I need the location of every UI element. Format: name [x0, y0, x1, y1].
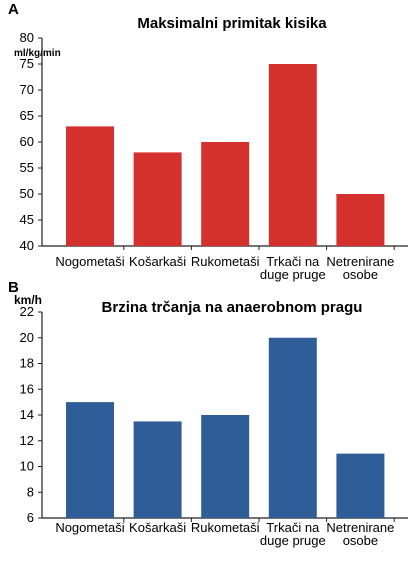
- y-tick-label: 12: [20, 433, 34, 448]
- chart-panel-a: A Maksimalni primitak kisika ml/kg/min 40 45…: [8, 1, 408, 282]
- y-tick-label: 40: [20, 238, 34, 253]
- panel-label: B: [8, 279, 19, 296]
- bar: [336, 194, 385, 246]
- chart-title: Maksimalni primitak kisika: [137, 15, 327, 32]
- bar: [66, 402, 114, 518]
- bar: [133, 421, 182, 518]
- bar: [201, 415, 250, 518]
- y-tick-label: 50: [20, 186, 34, 201]
- x-tick-label: Košarkaši: [129, 520, 186, 535]
- y-tick-label: 80: [20, 30, 34, 45]
- y-tick-label: 20: [20, 330, 34, 345]
- y-axis-label: ml/kg/min: [14, 48, 61, 59]
- x-tick-label: Trkači na duge pruge: [260, 520, 326, 548]
- y-tick-label: 16: [20, 381, 34, 396]
- y-tick-label: 60: [20, 134, 34, 149]
- y-tick-label: 55: [20, 160, 34, 175]
- chart-title: Brzina trčanja na anaerobnom pragu: [102, 299, 363, 316]
- y-tick-label: 14: [20, 407, 34, 422]
- y-axis-label: km/h: [14, 293, 42, 307]
- y-tick-label: 45: [20, 212, 34, 227]
- y-tick-label: 65: [20, 108, 34, 123]
- bar: [268, 64, 317, 246]
- x-tick-label: Nogometaši: [55, 520, 124, 535]
- x-tick-label: Trkači na duge pruge: [260, 254, 326, 282]
- x-tick-label: Netrenirane osobe: [326, 254, 394, 282]
- y-tick-label: 70: [20, 82, 34, 97]
- bar: [336, 453, 385, 518]
- y-tick-label: 10: [20, 459, 34, 474]
- x-tick-label: Košarkaši: [129, 254, 186, 269]
- chart-panel-b: B Brzina trčanja na anaerobnom pragu km/h 6…: [8, 279, 408, 548]
- bar: [268, 337, 317, 518]
- bar: [133, 152, 182, 246]
- x-tick-label: Nogometaši: [55, 254, 124, 269]
- x-tick-label: Netrenirane osobe: [326, 520, 394, 548]
- y-tick-label: 18: [20, 356, 34, 371]
- x-tick-label: Rukometaši: [191, 254, 260, 269]
- x-tick-label: Rukometaši: [191, 520, 260, 535]
- y-tick-label: 22: [20, 304, 34, 319]
- y-tick-label: 8: [27, 484, 34, 499]
- y-tick-label: 6: [27, 510, 34, 525]
- bar: [201, 142, 250, 246]
- bar: [66, 126, 114, 246]
- panel-label: A: [8, 1, 19, 18]
- y-tick-label: 75: [20, 56, 34, 71]
